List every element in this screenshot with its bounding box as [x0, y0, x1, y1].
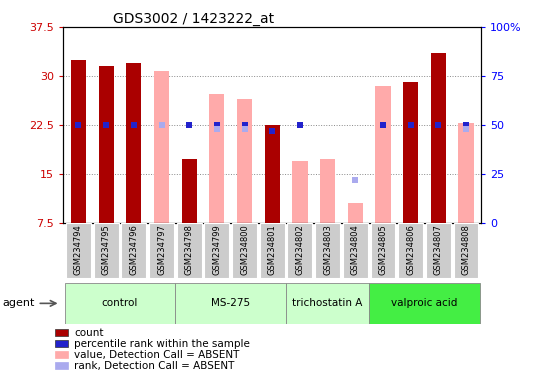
- Text: GSM234803: GSM234803: [323, 224, 332, 275]
- Bar: [288, 223, 312, 278]
- Text: GSM234794: GSM234794: [74, 224, 83, 275]
- Bar: [260, 223, 285, 278]
- Bar: [232, 223, 257, 278]
- Bar: [286, 283, 369, 324]
- Bar: [237, 99, 252, 223]
- Text: count: count: [74, 328, 104, 338]
- Text: GDS3002 / 1423222_at: GDS3002 / 1423222_at: [113, 12, 274, 26]
- Bar: [315, 223, 340, 278]
- Text: rank, Detection Call = ABSENT: rank, Detection Call = ABSENT: [74, 361, 235, 371]
- Bar: [398, 223, 423, 278]
- Text: GSM234800: GSM234800: [240, 224, 249, 275]
- Text: GSM234796: GSM234796: [129, 224, 139, 275]
- Bar: [94, 223, 119, 278]
- Bar: [320, 159, 336, 223]
- Bar: [426, 223, 451, 278]
- Bar: [66, 223, 91, 278]
- Text: GSM234799: GSM234799: [212, 224, 222, 275]
- Text: percentile rank within the sample: percentile rank within the sample: [74, 339, 250, 349]
- Bar: [182, 159, 197, 223]
- Text: control: control: [102, 298, 138, 308]
- Bar: [371, 223, 395, 278]
- Text: GSM234808: GSM234808: [461, 224, 470, 275]
- Text: GSM234807: GSM234807: [434, 224, 443, 275]
- Bar: [177, 223, 202, 278]
- Bar: [458, 124, 474, 223]
- Text: GSM234797: GSM234797: [157, 224, 166, 275]
- Bar: [122, 223, 146, 278]
- Bar: [205, 223, 229, 278]
- Bar: [369, 283, 480, 324]
- Text: GSM234801: GSM234801: [268, 224, 277, 275]
- Bar: [431, 53, 446, 223]
- Bar: [71, 60, 86, 223]
- Text: value, Detection Call = ABSENT: value, Detection Call = ABSENT: [74, 350, 240, 360]
- Text: GSM234806: GSM234806: [406, 224, 415, 275]
- Text: trichostatin A: trichostatin A: [293, 298, 363, 308]
- Bar: [65, 283, 175, 324]
- Text: GSM234795: GSM234795: [102, 224, 111, 275]
- Text: GSM234798: GSM234798: [185, 224, 194, 275]
- Text: GSM234802: GSM234802: [295, 224, 305, 275]
- Text: GSM234805: GSM234805: [378, 224, 388, 275]
- Text: GSM234804: GSM234804: [351, 224, 360, 275]
- Bar: [209, 94, 224, 223]
- Bar: [375, 86, 390, 223]
- Bar: [126, 63, 141, 223]
- Bar: [403, 83, 418, 223]
- Bar: [292, 161, 307, 223]
- Bar: [98, 66, 114, 223]
- Bar: [265, 125, 280, 223]
- Bar: [454, 223, 478, 278]
- Text: agent: agent: [3, 298, 35, 308]
- Bar: [343, 223, 368, 278]
- Text: valproic acid: valproic acid: [391, 298, 458, 308]
- Bar: [348, 203, 363, 223]
- Bar: [149, 223, 174, 278]
- Bar: [154, 71, 169, 223]
- Text: MS-275: MS-275: [211, 298, 250, 308]
- Bar: [175, 283, 286, 324]
